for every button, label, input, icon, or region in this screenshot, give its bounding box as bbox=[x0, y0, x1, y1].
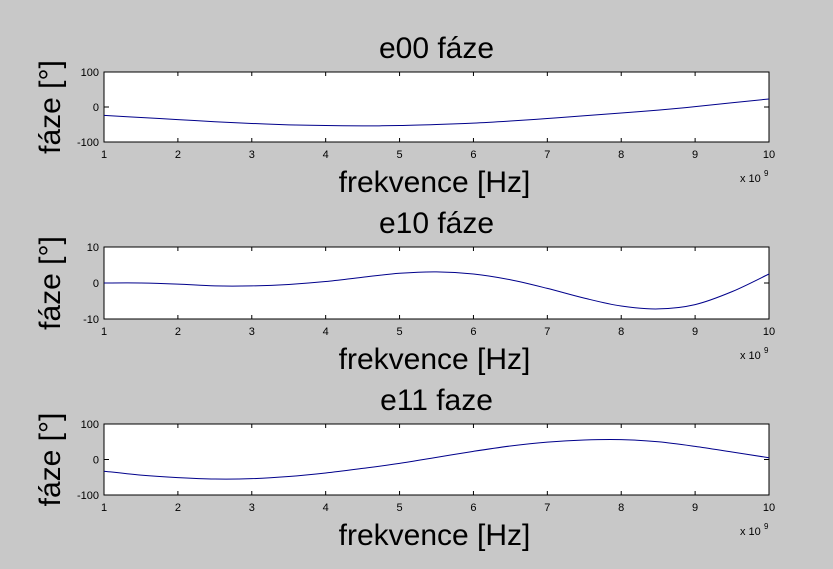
x-exponent-power: 9 bbox=[764, 169, 769, 178]
chart-title: e10 fáze bbox=[379, 207, 494, 240]
x-tick-label: 8 bbox=[618, 326, 624, 338]
y-tick-label: 100 bbox=[81, 419, 99, 431]
plot-area bbox=[103, 423, 770, 496]
y-tick-label: 100 bbox=[81, 67, 99, 79]
x-axis-label: frekvence [Hz] bbox=[339, 166, 531, 199]
x-tick-label: 7 bbox=[544, 502, 550, 514]
y-tick-label: -100 bbox=[77, 137, 99, 149]
chart-title: e00 fáze bbox=[379, 32, 494, 65]
y-axis-label: fáze [°] bbox=[34, 236, 67, 330]
x-axis-label: frekvence [Hz] bbox=[339, 343, 531, 376]
series-line bbox=[103, 271, 770, 310]
chart-panel: e11 faze 1 2 3 4 5 6 7 8 9 10 100 0 -100 frekvence [Hz… bbox=[34, 384, 775, 552]
x-tick-label: 8 bbox=[618, 149, 624, 161]
y-tick-label: 0 bbox=[93, 455, 99, 467]
y-tick-label: 10 bbox=[87, 242, 99, 254]
x-tick-label: 8 bbox=[618, 502, 624, 514]
x-tick-label: 10 bbox=[763, 502, 775, 514]
series-line bbox=[103, 98, 770, 127]
x-tick-label: 2 bbox=[175, 502, 181, 514]
x-tick-label: 2 bbox=[175, 149, 181, 161]
x-tick-label: 9 bbox=[692, 502, 698, 514]
y-tick-label: -100 bbox=[77, 490, 99, 502]
x-tick-label: 3 bbox=[249, 502, 255, 514]
x-exponent-label: x 10 bbox=[740, 350, 761, 362]
x-axis-label: frekvence [Hz] bbox=[339, 519, 531, 552]
x-tick-label: 1 bbox=[101, 326, 107, 338]
y-tick-label: 0 bbox=[93, 278, 99, 290]
x-tick-label: 1 bbox=[101, 502, 107, 514]
x-tick-label: 2 bbox=[175, 326, 181, 338]
y-tick-label: -10 bbox=[83, 314, 99, 326]
x-tick-label: 7 bbox=[544, 149, 550, 161]
x-tick-label: 3 bbox=[249, 326, 255, 338]
x-tick-label: 5 bbox=[396, 149, 402, 161]
x-exponent-power: 9 bbox=[764, 522, 769, 531]
x-tick-label: 9 bbox=[692, 149, 698, 161]
x-tick-label: 10 bbox=[763, 326, 775, 338]
x-tick-label: 6 bbox=[470, 502, 476, 514]
series-line bbox=[103, 438, 770, 480]
y-axis-label: fáze [°] bbox=[34, 60, 67, 154]
chart-panel: e00 fáze 1 2 3 4 5 6 7 8 9 10 100 0 -100 frekvence [Hz… bbox=[34, 32, 775, 199]
x-tick-label: 4 bbox=[323, 149, 329, 161]
x-tick-label: 9 bbox=[692, 326, 698, 338]
chart-panel: e10 fáze 1 2 3 4 5 6 7 8 9 10 10 0 -10 frekvence [Hz] f… bbox=[34, 207, 775, 376]
x-tick-label: 6 bbox=[470, 326, 476, 338]
x-tick-label: 5 bbox=[396, 502, 402, 514]
x-tick-label: 4 bbox=[323, 502, 329, 514]
x-tick-label: 6 bbox=[470, 149, 476, 161]
y-axis-label: fáze [°] bbox=[34, 413, 67, 507]
x-exponent-power: 9 bbox=[764, 346, 769, 355]
y-tick-label: 0 bbox=[93, 102, 99, 114]
x-exponent-label: x 10 bbox=[740, 173, 761, 185]
x-tick-label: 3 bbox=[249, 149, 255, 161]
x-tick-label: 1 bbox=[101, 149, 107, 161]
x-tick-label: 5 bbox=[396, 326, 402, 338]
chart-title: e11 faze bbox=[380, 384, 493, 417]
plot-area bbox=[103, 71, 770, 143]
x-tick-label: 7 bbox=[544, 326, 550, 338]
x-tick-label: 10 bbox=[763, 149, 775, 161]
x-exponent-label: x 10 bbox=[740, 526, 761, 538]
x-tick-label: 4 bbox=[323, 326, 329, 338]
